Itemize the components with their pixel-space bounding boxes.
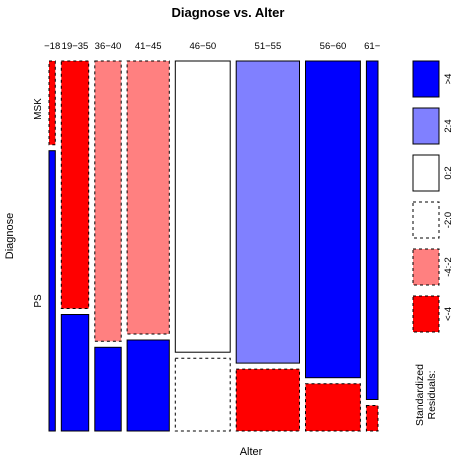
legend-label: <-4: [443, 307, 454, 321]
legend-title: Residuals:: [426, 370, 438, 419]
mosaic-cell-msk: [126, 60, 170, 335]
mosaic-cell-msk: [174, 60, 231, 353]
x-axis-label: Alter: [240, 446, 263, 458]
mosaic-cell-msk: [48, 60, 56, 146]
legend-label: 2:4: [443, 119, 454, 132]
legend-swatch: [412, 154, 440, 192]
x-category-label: 51−55: [255, 41, 282, 52]
mosaic-cell-ps: [365, 405, 379, 432]
mosaic-columns: −18 19−35 36−40 41−45 46−50 51−55 56−60 61−: [44, 41, 381, 432]
legend-swatch: [412, 248, 440, 286]
mosaic-cell-ps: [235, 368, 300, 432]
y-category-label-msk: MSK: [33, 98, 44, 120]
legend-swatch: [412, 295, 440, 333]
mosaic-cell-msk: [94, 60, 122, 342]
x-category-label: 46−50: [189, 41, 216, 52]
x-category-label: 41−45: [135, 41, 162, 52]
x-category-label: 36−40: [95, 41, 122, 52]
residuals-legend: >4 2:4 0:2 -2:0 -4:-2 <-4 Standardized Residual…: [412, 60, 454, 426]
y-category-label-ps: PS: [33, 294, 44, 308]
legend-label: -2:0: [443, 212, 454, 228]
mosaic-cell-msk: [235, 60, 300, 364]
mosaic-cell-ps: [174, 357, 231, 432]
mosaic-cell-ps: [94, 346, 122, 432]
mosaic-cell-msk: [60, 60, 90, 309]
legend-swatch: [412, 107, 440, 145]
chart-title: Diagnose vs. Alter: [172, 5, 285, 20]
mosaic-cell-ps: [60, 314, 90, 432]
x-category-label: −18: [44, 41, 60, 52]
mosaic-cell-ps: [305, 383, 361, 432]
legend-swatch: [412, 60, 440, 98]
legend-title: Standardized: [414, 364, 426, 426]
legend-label: >4: [443, 74, 454, 85]
legend-swatch: [412, 201, 440, 239]
mosaic-cell-ps: [126, 339, 170, 432]
mosaic-cell-msk: [305, 60, 361, 379]
x-category-label: 56−60: [320, 41, 347, 52]
legend-label: -4:-2: [443, 257, 454, 277]
mosaic-cell-msk: [365, 60, 379, 400]
legend-label: 0:2: [443, 166, 454, 179]
x-category-label: 19−35: [62, 41, 89, 52]
y-axis-label: Diagnose: [4, 213, 16, 259]
mosaic-cell-ps: [48, 150, 56, 432]
x-category-label: 61−: [364, 41, 381, 52]
